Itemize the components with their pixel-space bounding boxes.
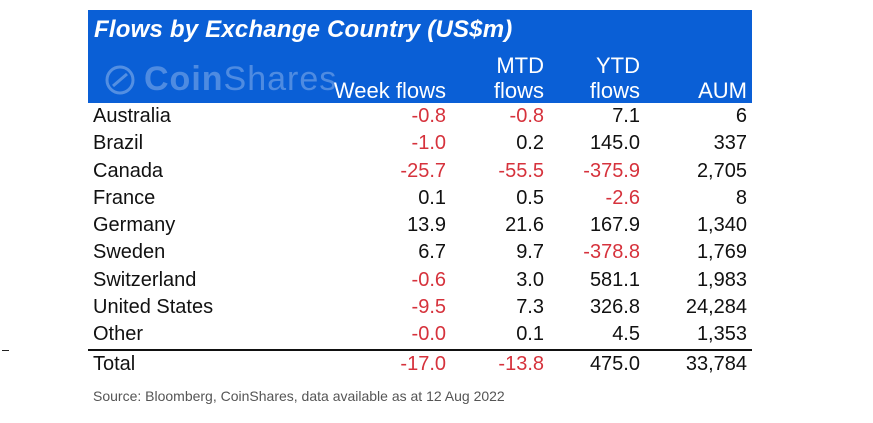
country-name: France (93, 186, 156, 209)
aum-value: 1,353 (696, 323, 747, 346)
aum-value: 1,769 (696, 241, 747, 264)
week-flows: -9.5 (411, 296, 446, 319)
country-name: United States (93, 296, 214, 319)
table-row: France 0.1 0.5 -2.6 8 (88, 185, 752, 212)
total-ytd-flows: 475.0 (589, 352, 640, 375)
table-row: Australia -0.8 -0.8 7.1 6 (88, 103, 752, 130)
country-name: Canada (93, 159, 164, 182)
country-name: Germany (93, 214, 176, 237)
coinshares-logo: CoinShares (104, 60, 337, 99)
country-name: Sweden (93, 241, 166, 264)
mtd-flows: 21.6 (505, 214, 544, 237)
ytd-flows: 145.0 (589, 132, 640, 155)
country-name: Brazil (93, 132, 144, 155)
country-name: Switzerland (93, 268, 197, 291)
header-aum: AUM (698, 78, 747, 103)
header-ytd-flows: YTD flows (589, 53, 640, 103)
total-row: Total -17.0 -13.8 475.0 33,784 (88, 348, 752, 378)
week-flows: 0.1 (418, 186, 446, 209)
ytd-flows: 4.5 (612, 323, 640, 346)
week-flows: 6.7 (418, 241, 446, 264)
table-row: Canada -25.7 -55.5 -375.9 2,705 (88, 158, 752, 185)
margin-tick (2, 350, 9, 351)
table-title: Flows by Exchange Country (US$m) (94, 16, 513, 43)
mtd-flows: 0.5 (516, 186, 544, 209)
mtd-flows: -0.8 (509, 105, 544, 127)
ytd-flows: 581.1 (589, 268, 640, 291)
coinshares-logo-text: CoinShares (144, 60, 338, 98)
table-row: United States -9.5 7.3 326.8 24,284 (88, 294, 752, 321)
mtd-flows: 0.2 (516, 132, 544, 155)
aum-value: 24,284 (685, 296, 747, 319)
header-mtd-flows: MTD flows (493, 53, 544, 103)
country-name: Other (93, 323, 144, 346)
total-week-flows: -17.0 (400, 352, 446, 375)
source-note: Source: Bloomberg, CoinShares, data avai… (93, 387, 505, 404)
total-mtd-flows: -13.8 (498, 352, 544, 375)
ytd-flows: -375.9 (583, 159, 640, 182)
flows-table: Flows by Exchange Country (US$m) CoinSha… (88, 10, 752, 404)
mtd-flows: 0.1 (516, 323, 544, 346)
table-row: Brazil -1.0 0.2 145.0 337 (88, 130, 752, 157)
week-flows: -25.7 (400, 159, 446, 182)
table-header: Flows by Exchange Country (US$m) CoinSha… (88, 10, 752, 103)
ytd-flows: 7.1 (612, 105, 640, 127)
table-row: Germany 13.9 21.6 167.9 1,340 (88, 212, 752, 239)
aum-value: 8 (735, 186, 747, 209)
week-flows: 13.9 (407, 214, 446, 237)
week-flows: -0.8 (411, 105, 446, 127)
mtd-flows: 9.7 (516, 241, 544, 264)
table-body: Australia -0.8 -0.8 7.1 6 Brazil -1.0 0.2 145.0 3… (88, 103, 752, 349)
mtd-flows: 7.3 (516, 296, 544, 319)
aum-value: 1,983 (696, 268, 747, 291)
table-row: Other -0.0 0.1 4.5 1,353 (88, 321, 752, 348)
table-row: Sweden 6.7 9.7 -378.8 1,769 (88, 239, 752, 266)
ytd-flows: -378.8 (583, 241, 640, 264)
week-flows: -1.0 (411, 132, 446, 155)
week-flows: -0.0 (411, 323, 446, 346)
ytd-flows: 326.8 (589, 296, 640, 319)
country-name: Australia (93, 105, 171, 127)
total-label: Total (93, 352, 136, 375)
mtd-flows: 3.0 (516, 268, 544, 291)
header-week-flows: Week flows (333, 78, 446, 103)
coinshares-logo-icon (105, 65, 135, 94)
aum-value: 2,705 (696, 159, 747, 182)
ytd-flows: 167.9 (589, 214, 640, 237)
table-row: Switzerland -0.6 3.0 581.1 1,983 (88, 267, 752, 294)
aum-value: 1,340 (696, 214, 747, 237)
aum-value: 6 (735, 105, 747, 127)
mtd-flows: -55.5 (498, 159, 544, 182)
ytd-flows: -2.6 (605, 186, 640, 209)
total-aum: 33,784 (685, 352, 747, 375)
week-flows: -0.6 (411, 268, 446, 291)
aum-value: 337 (713, 132, 747, 155)
